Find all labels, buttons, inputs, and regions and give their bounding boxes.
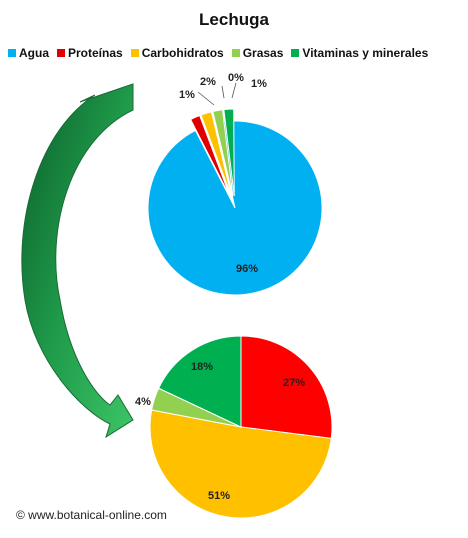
slice-vitaminas-y-minerales: [157, 335, 242, 428]
legend-item-carbohidratos: Carbohidratos: [130, 46, 224, 60]
legend-item-agua: Agua: [8, 46, 49, 60]
label-proteinas: 1%: [179, 89, 195, 101]
legend-item-grasas: Grasas: [231, 46, 284, 60]
slice-proteinas: [240, 335, 333, 439]
leader-line: [231, 82, 237, 99]
legend-label-carbohidratos: Carbohidratos: [141, 46, 224, 60]
chart-title: Lechuga: [199, 10, 269, 29]
label-carbohidratos: 51%: [208, 490, 230, 502]
slice-agua: [147, 120, 323, 296]
legend: Agua Proteínas Carbohidratos Grasas Vita…: [8, 46, 428, 60]
legend-label-vitaminas: Vitaminas y minerales: [302, 46, 429, 60]
legend-label-grasas: Grasas: [242, 46, 284, 60]
legend-item-proteinas: Proteínas: [57, 46, 123, 60]
legend-label-proteinas: Proteínas: [68, 46, 123, 60]
slice-vitaminas-y-minerales: [223, 108, 235, 197]
slice-carbohidratos: [200, 111, 232, 197]
slice-proteinas: [189, 114, 231, 198]
pie-chart-nutrientes: 27% 51% 4% 18%: [135, 335, 333, 519]
label-grasas: 4%: [135, 396, 151, 408]
label-carbohidratos: 2%: [200, 76, 216, 88]
legend-label-agua: Agua: [19, 46, 49, 60]
leader-line: [221, 85, 225, 99]
slice-carbohidratos: [149, 409, 332, 519]
leader-line: [197, 91, 215, 106]
legend-swatch-proteinas: [57, 49, 65, 57]
label-proteinas: 27%: [283, 377, 305, 389]
watermark: © www.botanical-online.com: [16, 508, 167, 522]
label-vitaminas-y-minerales: 1%: [251, 78, 267, 90]
slice-grasas: [212, 109, 234, 197]
legend-swatch-grasas: [231, 49, 240, 57]
label-vitaminas-y-minerales: 18%: [191, 361, 213, 373]
legend-swatch-carbohidratos: [130, 49, 139, 57]
curved-arrow-icon: [21, 83, 134, 439]
label-grasas: 0%: [228, 72, 244, 84]
legend-item-vitaminas: Vitaminas y minerales: [291, 46, 428, 60]
legend-swatch-vitaminas: [291, 49, 300, 57]
pie-chart-lechuga: 96% 1% 2% 0% 1%: [147, 72, 323, 296]
legend-swatch-agua: [8, 49, 16, 57]
label-agua: 96%: [236, 263, 258, 275]
